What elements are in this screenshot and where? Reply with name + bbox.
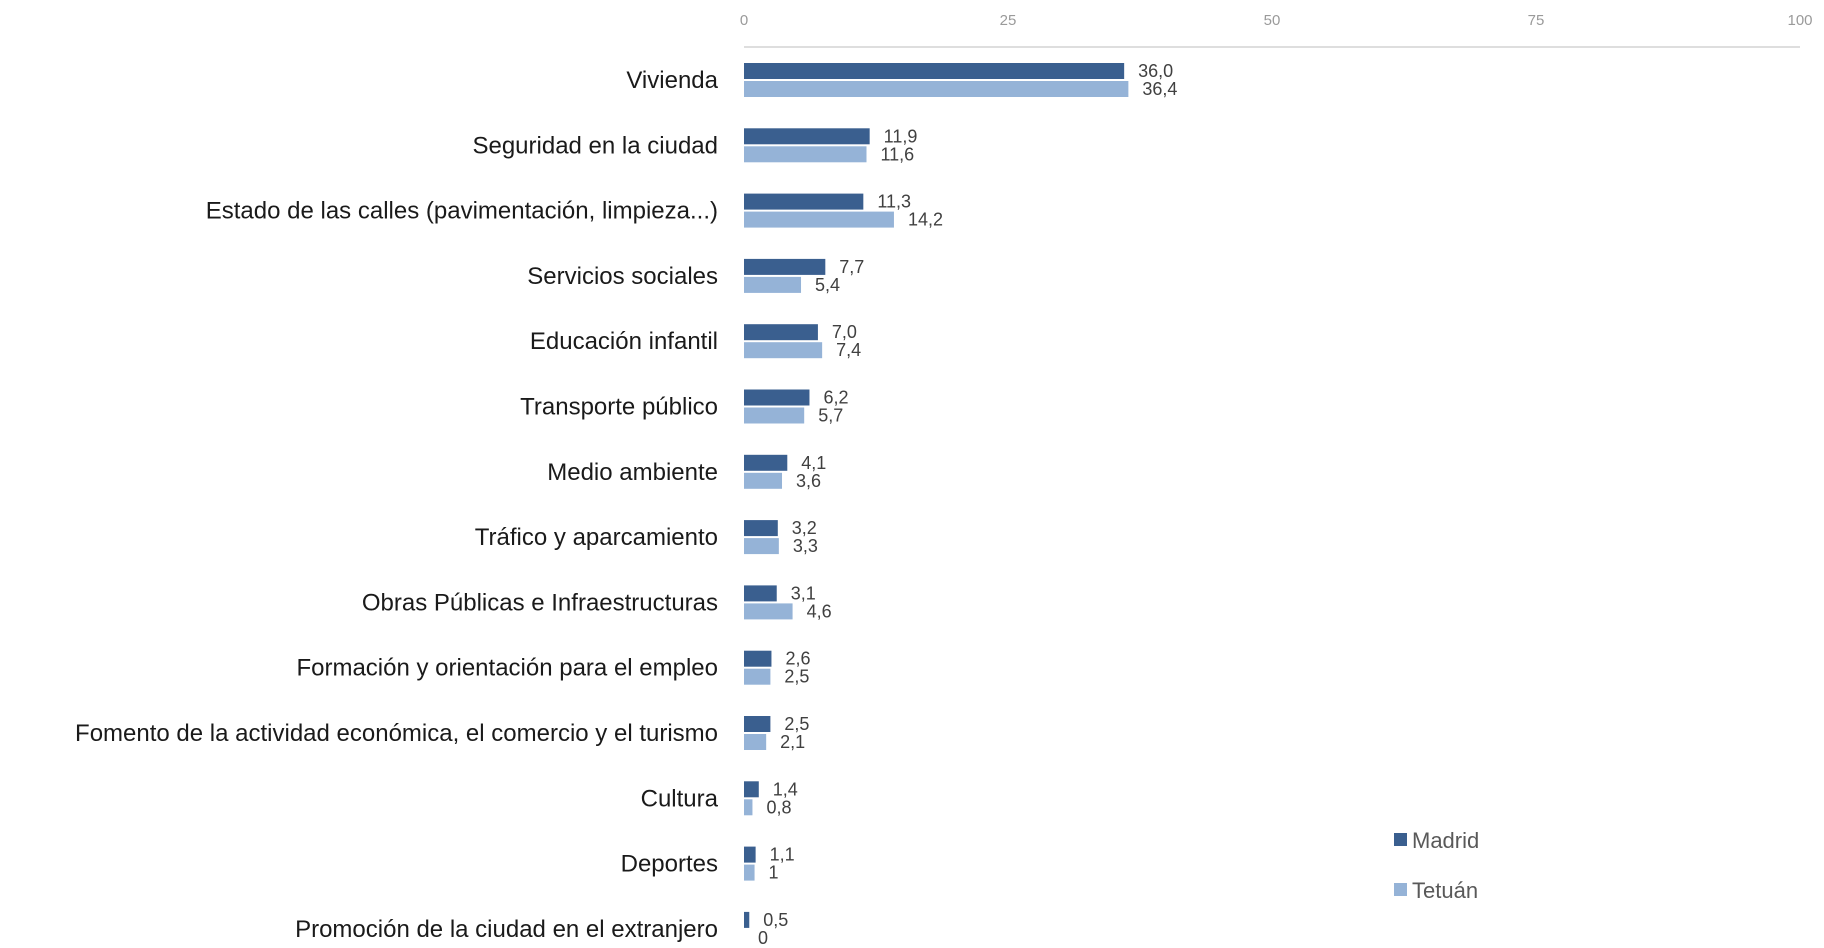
data-label: 2,6: [785, 649, 810, 669]
bar-tetun: [744, 668, 771, 685]
bar-madrid: [744, 911, 750, 928]
category-label: Seguridad en la ciudad: [472, 132, 718, 159]
category-label: Cultura: [641, 785, 719, 812]
bar-tetun: [744, 211, 894, 228]
data-label: 11,3: [877, 192, 911, 212]
bars: [744, 63, 1129, 928]
data-label: 3,3: [793, 536, 818, 556]
data-label: 7,7: [839, 257, 864, 277]
bar-madrid: [744, 846, 756, 863]
data-label: 3,6: [796, 471, 821, 491]
data-label: 0,5: [763, 910, 788, 930]
bar-madrid: [744, 716, 771, 732]
data-label: 2,5: [784, 714, 809, 734]
category-label: Vivienda: [626, 67, 718, 94]
data-label: 7,4: [836, 340, 861, 360]
x-tick-label: 50: [1264, 12, 1281, 29]
category-label: Transporte público: [520, 394, 718, 421]
data-label: 0: [758, 928, 768, 948]
x-axis: 0 25 50 75 100: [740, 12, 1813, 48]
x-tick-label: 0: [740, 12, 748, 29]
category-label: Promoción de la ciudad en el extranjero: [295, 916, 718, 943]
legend: Madrid Tetuán: [1394, 828, 1479, 903]
value-labels: 36,036,4 11,911,6 11,314,2 7,75,4 7,07,4 6,25…: [758, 61, 1177, 948]
bar-tetun: [744, 864, 755, 881]
bar-tetun: [744, 734, 767, 750]
legend-swatch: [1394, 833, 1407, 846]
bar-madrid: [744, 193, 864, 210]
data-label: 0,8: [766, 797, 791, 817]
legend-label: Madrid: [1412, 828, 1479, 853]
category-label: Servicios sociales: [527, 263, 718, 290]
data-label: 4,1: [801, 453, 826, 473]
bar-madrid: [744, 781, 759, 798]
bar-madrid: [744, 585, 777, 602]
bar-tetun: [744, 342, 823, 359]
category-label: Formación y orientación para el empleo: [296, 655, 718, 682]
x-tick-label: 100: [1787, 12, 1812, 29]
category-label: Deportes: [621, 851, 718, 878]
category-label: Obras Públicas e Infraestructuras: [362, 589, 718, 616]
bar-tetun: [744, 407, 805, 424]
category-label: Tráfico y aparcamiento: [475, 524, 718, 551]
bar-madrid: [744, 324, 818, 341]
bar-tetun: [744, 603, 793, 620]
x-tick-label: 75: [1528, 12, 1545, 29]
category-labels: Vivienda Seguridad en la ciudad Estado de …: [75, 67, 719, 943]
x-tick-label: 25: [1000, 12, 1017, 29]
data-label: 36,0: [1138, 61, 1173, 81]
category-label: Estado de las calles (pavimentación, lim…: [206, 198, 718, 225]
data-label: 6,2: [823, 388, 848, 408]
data-label: 36,4: [1142, 79, 1177, 99]
bar-tetun: [744, 799, 753, 816]
bar-madrid: [744, 520, 778, 537]
data-label: 1: [769, 863, 779, 883]
bar-tetun: [744, 472, 783, 489]
data-label: 11,6: [880, 144, 914, 164]
bar-tetun: [744, 276, 802, 293]
legend-swatch: [1394, 883, 1407, 896]
data-label: 5,4: [815, 275, 840, 295]
data-label: 11,9: [884, 126, 918, 146]
data-label: 1,4: [773, 779, 798, 799]
bar-tetun: [744, 81, 1129, 97]
data-label: 1,1: [770, 845, 795, 865]
category-label: Medio ambiente: [547, 459, 718, 486]
data-label: 2,1: [780, 732, 805, 752]
bar-tetun: [744, 146, 867, 163]
bar-madrid: [744, 128, 870, 145]
bar-madrid: [744, 650, 772, 667]
bar-madrid: [744, 454, 788, 471]
data-label: 5,7: [818, 406, 843, 426]
legend-label: Tetuán: [1412, 878, 1478, 903]
data-label: 3,2: [792, 518, 817, 538]
category-label: Fomento de la actividad económica, el co…: [75, 720, 718, 747]
data-label: 2,5: [784, 667, 809, 687]
bar-madrid: [744, 258, 826, 275]
bar-tetun: [744, 538, 779, 555]
data-label: 3,1: [791, 583, 816, 603]
data-label: 4,6: [807, 601, 832, 621]
category-label: Educación infantil: [530, 328, 718, 355]
data-label: 14,2: [908, 210, 943, 230]
bar-madrid: [744, 389, 810, 406]
data-label: 7,0: [832, 322, 857, 342]
bar-madrid: [744, 63, 1125, 79]
